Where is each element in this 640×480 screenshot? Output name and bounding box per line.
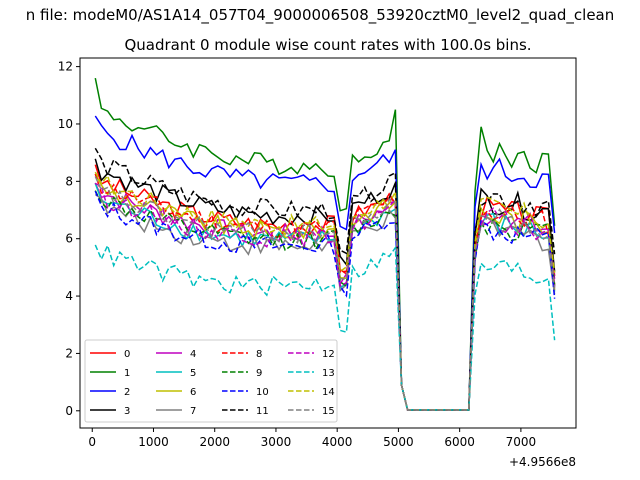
series-line-14 [94, 171, 556, 411]
legend-label-7: 7 [190, 406, 196, 417]
y-tick-label: 12 [58, 60, 73, 74]
series-line-3 [94, 158, 556, 411]
series-group [94, 77, 556, 411]
chart-title: Quadrant 0 module wise count rates with … [124, 36, 531, 54]
y-tick-label: 8 [65, 174, 73, 188]
x-tick-label: 2000 [199, 435, 230, 449]
series-line-2 [94, 115, 556, 411]
legend-label-0: 0 [124, 349, 130, 360]
series-line-1 [94, 77, 556, 411]
x-tick-label: 7000 [506, 435, 537, 449]
x-tick-label: 4000 [322, 435, 353, 449]
legend-label-8: 8 [256, 349, 262, 360]
x-tick-label: 0 [88, 435, 96, 449]
legend-label-5: 5 [190, 368, 196, 379]
x-tick-label: 1000 [138, 435, 169, 449]
plot-area [79, 57, 577, 429]
legend-label-2: 2 [124, 387, 130, 398]
x-tick-label: 3000 [261, 435, 292, 449]
y-tick-label: 10 [58, 117, 73, 131]
series-line-13 [94, 243, 556, 411]
series-line-8 [94, 173, 556, 411]
legend-label-14: 14 [322, 387, 335, 398]
y-axis: 0 2 4 6 8 10 12 [58, 60, 80, 418]
legend-box [84, 339, 338, 423]
y-tick-label: 6 [65, 232, 73, 246]
y-tick-label: 2 [65, 346, 73, 360]
legend-label-3: 3 [124, 406, 130, 417]
x-offset-label: +4.9566e8 [509, 455, 576, 469]
legend-label-15: 15 [322, 406, 335, 417]
plot-frame [79, 57, 577, 429]
legend-label-1: 1 [124, 368, 130, 379]
legend-label-10: 10 [256, 387, 269, 398]
y-tick-label: 4 [65, 289, 73, 303]
x-tick-label: 6000 [444, 435, 475, 449]
series-line-15 [94, 176, 556, 411]
x-tick-label: 5000 [383, 435, 414, 449]
series-line-11 [94, 147, 556, 411]
legend-label-6: 6 [190, 387, 196, 398]
legend-label-13: 13 [322, 368, 335, 379]
legend-label-12: 12 [322, 349, 335, 360]
legend-label-11: 11 [256, 406, 269, 417]
legend-label-9: 9 [256, 368, 262, 379]
legend-label-4: 4 [190, 349, 196, 360]
y-tick-label: 0 [65, 404, 73, 418]
chart-suptitle: n file: modeM0/AS1A14_057T04_9000006508_… [26, 6, 615, 25]
x-axis: 0 1000 2000 3000 4000 5000 6000 7000 [88, 428, 536, 449]
